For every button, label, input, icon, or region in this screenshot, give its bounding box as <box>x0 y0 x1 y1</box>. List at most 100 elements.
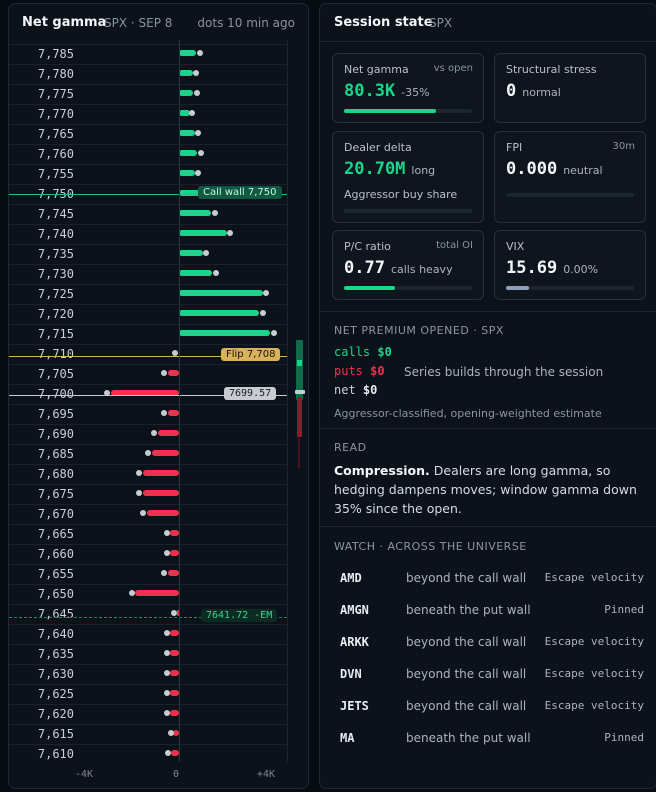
net-gamma-card[interactable]: Net gamma vs open 80.3K -35% <box>332 53 484 123</box>
ladder-row[interactable]: 7,660 <box>9 544 287 565</box>
watch-state: Escape velocity <box>544 667 644 680</box>
structural-stress-card[interactable]: Structural stress 0 normal <box>494 53 646 123</box>
watch-row[interactable]: ARKK beyond the call wall Escape velocity <box>334 635 644 655</box>
ladder-row[interactable]: 7,620 <box>9 704 287 725</box>
ladder-row[interactable]: 7,730 <box>9 264 287 285</box>
negative-gamma-bar <box>169 670 179 676</box>
negative-gamma-bar <box>169 630 179 636</box>
strike-label: 7,730 <box>37 267 74 281</box>
minimap-scrollbar[interactable] <box>291 40 305 762</box>
ladder-row[interactable]: 7,735 <box>9 244 287 265</box>
strike-label: 7,640 <box>37 627 74 641</box>
ladder-row[interactable]: 7,635 <box>9 644 287 665</box>
ladder-row[interactable]: 7,715 <box>9 324 287 345</box>
ladder-row[interactable]: 7,740 <box>9 224 287 245</box>
watch-state: Pinned <box>604 603 644 616</box>
watch-row[interactable]: AMGN beneath the put wall Pinned <box>334 603 644 623</box>
expected-move-tag: 7641.72 -EM <box>201 609 278 622</box>
negative-gamma-bar <box>169 710 179 716</box>
watch-state: Escape velocity <box>544 699 644 712</box>
ladder-row[interactable]: 7,725 <box>9 284 287 305</box>
axis-tick-zero: 0 <box>173 769 180 780</box>
session-state-title: Session state <box>334 15 433 30</box>
card-meter-fill <box>506 286 530 290</box>
prior-gamma-dot <box>196 50 203 56</box>
spot-price-line <box>9 395 287 396</box>
strike-label: 7,690 <box>37 427 74 441</box>
prior-gamma-dot <box>136 490 143 496</box>
ladder-row[interactable]: 7,770 <box>9 104 287 125</box>
prior-gamma-dot <box>195 170 201 176</box>
strike-label: 7,725 <box>37 287 74 301</box>
watch-row[interactable]: JETS beyond the call wall Escape velocity <box>334 699 644 719</box>
ladder-row[interactable]: 7,680 <box>9 464 287 485</box>
ladder-row[interactable]: 7,775 <box>9 84 287 105</box>
vix-card[interactable]: VIX 15.69 0.00% <box>494 230 646 300</box>
ladder-row[interactable]: 7,705 <box>9 364 287 385</box>
strike-label: 7,705 <box>37 367 74 381</box>
ladder-row[interactable]: 7,780 <box>9 64 287 85</box>
ladder-row[interactable]: 7,765 <box>9 124 287 145</box>
negative-gamma-bar <box>167 410 179 416</box>
minimap-negative-tail <box>298 438 300 468</box>
ladder-row[interactable]: 7,615 <box>9 724 287 745</box>
ladder-row[interactable]: 7,685 <box>9 444 287 465</box>
positive-gamma-bar <box>179 250 203 256</box>
watch-ticker: DVN <box>340 667 362 681</box>
strike-label: 7,745 <box>37 207 74 221</box>
ladder-row[interactable]: 7,670 <box>9 504 287 525</box>
ladder-row[interactable]: 7,630 <box>9 664 287 685</box>
ladder-row[interactable]: 7,695 <box>9 404 287 425</box>
watch-row[interactable]: DVN beyond the call wall Escape velocity <box>334 667 644 687</box>
ladder-row[interactable]: 7,720 <box>9 304 287 325</box>
series-note: Series builds through the session <box>404 365 604 379</box>
ladder-row[interactable]: 7,745 <box>9 204 287 225</box>
strike-label: 7,650 <box>37 587 74 601</box>
watch-row[interactable]: AMD beyond the call wall Escape velocity <box>334 571 644 591</box>
minimap-positive-zone <box>296 340 303 400</box>
minimap-divider <box>287 40 288 762</box>
dealer-delta-card[interactable]: Dealer delta 20.70M long Aggressor buy sh… <box>332 131 484 223</box>
ladder-row[interactable]: 7,760 <box>9 144 287 165</box>
ladder-row[interactable]: 7,785 <box>9 44 287 65</box>
card-meter <box>344 286 472 290</box>
watch-state: Pinned <box>604 731 644 744</box>
ladder-row[interactable]: 7,610 <box>9 744 287 762</box>
ladder-row[interactable]: 7,700 <box>9 384 287 405</box>
positive-gamma-bar <box>179 210 212 216</box>
ladder-row[interactable]: 7,710 <box>9 344 287 365</box>
watch-row[interactable]: MA beneath the put wall Pinned <box>334 731 644 751</box>
puts-label: puts <box>334 364 363 378</box>
card-aux: -35% <box>401 86 430 99</box>
ladder-row[interactable]: 7,650 <box>9 584 287 605</box>
ladder-row[interactable]: 7,640 <box>9 624 287 645</box>
strike-label: 7,695 <box>37 407 74 421</box>
prior-gamma-dot <box>163 630 170 636</box>
strike-label: 7,655 <box>37 567 74 581</box>
ladder-row[interactable]: 7,755 <box>9 164 287 185</box>
watch-ticker: AMGN <box>340 603 369 617</box>
card-aux: neutral <box>563 164 603 177</box>
strike-label: 7,610 <box>37 747 74 761</box>
negative-gamma-bar <box>135 590 179 596</box>
ladder-row[interactable]: 7,790 <box>9 40 287 45</box>
prior-gamma-dot <box>163 550 170 556</box>
ladder-row[interactable]: 7,690 <box>9 424 287 445</box>
read-section: READ Compression. Dealers are long gamma… <box>320 428 656 525</box>
strike-ladder[interactable]: 7,790 7,785 7,780 7,775 7,770 7,765 7,760 7,755… <box>9 40 308 762</box>
positive-gamma-bar <box>179 170 195 176</box>
strike-label: 7,780 <box>37 67 74 81</box>
positive-gamma-bar <box>179 190 202 196</box>
strike-label: 7,680 <box>37 467 74 481</box>
ladder-row[interactable]: 7,655 <box>9 564 287 585</box>
prior-gamma-dot <box>160 410 167 416</box>
prior-gamma-dot <box>160 570 167 576</box>
prior-gamma-dot <box>163 650 170 656</box>
card-label: VIX <box>506 240 525 253</box>
fpi-card[interactable]: FPI 30m 0.000 neutral <box>494 131 646 223</box>
ladder-row[interactable]: 7,675 <box>9 484 287 505</box>
ladder-row[interactable]: 7,625 <box>9 684 287 705</box>
ladder-row[interactable]: 7,665 <box>9 524 287 545</box>
pc-ratio-card[interactable]: P/C ratio total OI 0.77 calls heavy <box>332 230 484 300</box>
strike-label: 7,630 <box>37 667 74 681</box>
